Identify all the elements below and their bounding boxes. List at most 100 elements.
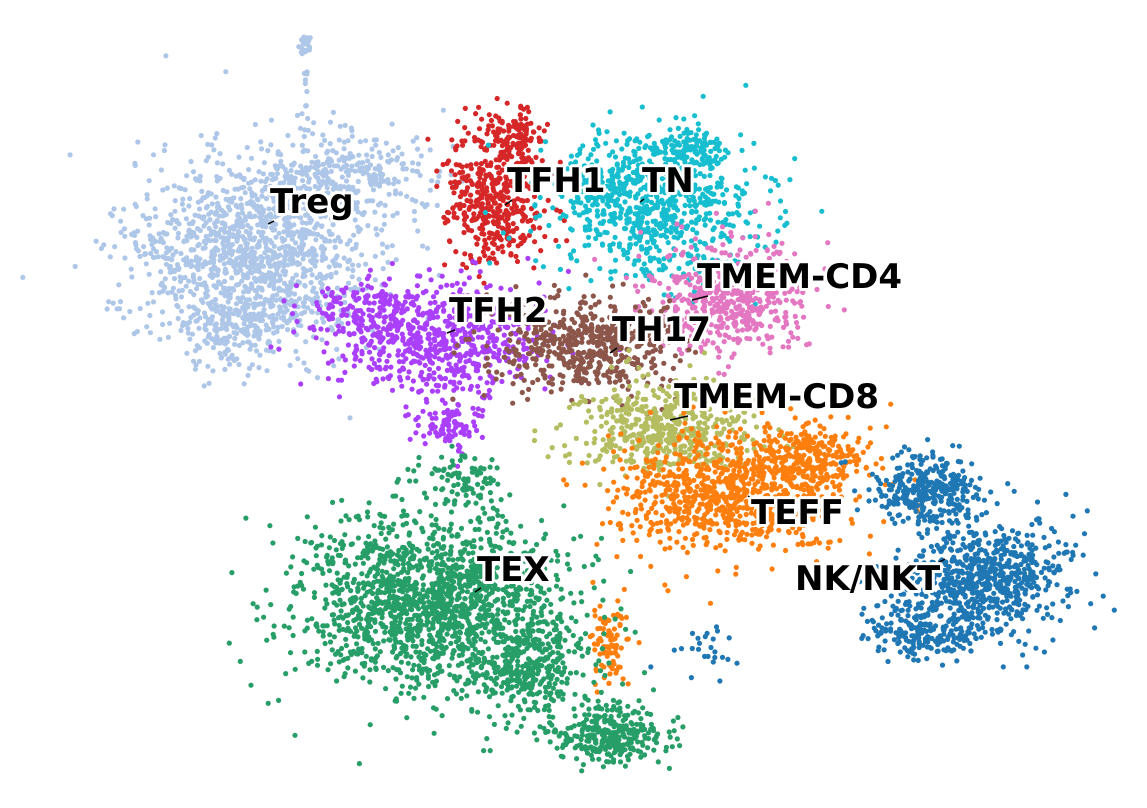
scatter-point (715, 329, 721, 335)
scatter-point (755, 242, 761, 249)
scatter-point (721, 339, 727, 345)
scatter-point (238, 243, 244, 250)
scatter-point (265, 254, 271, 260)
scatter-point (239, 329, 246, 335)
scatter-point (738, 132, 744, 138)
scatter-point (399, 331, 405, 337)
scatter-point (467, 252, 474, 259)
scatter-point (160, 187, 166, 193)
scatter-point (388, 364, 394, 370)
scatter-point (150, 246, 157, 252)
scatter-point (408, 360, 415, 366)
scatter-point (757, 321, 763, 327)
scatter-point (490, 209, 496, 215)
scatter-point (158, 269, 164, 275)
scatter-point (445, 218, 451, 224)
scatter-point (538, 248, 544, 254)
scatter-point (188, 258, 195, 264)
scatter-point (627, 136, 633, 142)
scatter-point (349, 262, 356, 268)
scatter-point (259, 193, 265, 199)
scatter-point (167, 320, 173, 326)
scatter-point (450, 428, 457, 434)
scatter-point (707, 139, 713, 145)
scatter-point (687, 203, 693, 209)
scatter-point (291, 303, 297, 309)
scatter-point (159, 237, 165, 243)
scatter-point (458, 268, 464, 274)
scatter-point (296, 296, 302, 302)
scatter-point (799, 303, 805, 309)
scatter-point (144, 192, 150, 198)
scatter-point (775, 182, 781, 188)
scatter-point (223, 313, 229, 319)
scatter-point (341, 289, 347, 295)
scatter-point (442, 300, 448, 306)
scatter-point (404, 306, 410, 312)
scatter-point (248, 249, 254, 255)
scatter-point (470, 405, 476, 411)
scatter-point (266, 282, 272, 289)
scatter-point (163, 53, 169, 59)
scatter-point (236, 342, 242, 349)
scatter-point (344, 241, 350, 247)
scatter-point (269, 295, 275, 301)
scatter-point (270, 276, 276, 282)
scatter-point (188, 247, 194, 253)
scatter-point (594, 376, 600, 383)
scatter-point (502, 354, 508, 360)
scatter-point (368, 285, 374, 291)
scatter-point (336, 137, 342, 143)
scatter-point (183, 321, 190, 327)
scatter-point (563, 349, 569, 355)
scatter-point (519, 151, 526, 157)
scatter-point (319, 289, 326, 295)
scatter-point (475, 351, 481, 357)
scatter-point (379, 288, 385, 295)
scatter-point (443, 346, 449, 352)
scatter-point (441, 410, 447, 416)
scatter-point (434, 183, 440, 189)
scatter-point (679, 351, 685, 357)
scatter-point (491, 256, 497, 262)
scatter-point (665, 240, 671, 246)
scatter-point (453, 362, 459, 368)
scatter-point (447, 379, 454, 385)
scatter-point (649, 236, 655, 242)
scatter-point (417, 172, 423, 178)
scatter-point (280, 268, 286, 274)
scatter-point (462, 251, 468, 257)
scatter-point (392, 191, 398, 197)
scatter-point (518, 371, 524, 377)
scatter-point (104, 306, 110, 312)
scatter-point (418, 153, 424, 159)
scatter-point (187, 196, 193, 202)
scatter-point (326, 314, 332, 320)
scatter-point (326, 264, 332, 270)
scatter-point (427, 187, 433, 193)
scatter-point (415, 422, 421, 428)
scatter-point (421, 433, 427, 439)
scatter-point (492, 232, 498, 238)
scatter-point (147, 312, 153, 319)
scatter-point (389, 121, 395, 127)
scatter-point (446, 158, 452, 164)
scatter-point (792, 156, 798, 162)
scatter-point (289, 311, 296, 317)
scatter-point (536, 125, 542, 131)
scatter-point (646, 132, 652, 138)
scatter-point (150, 299, 157, 305)
scatter-point (269, 240, 275, 246)
scatter-point (657, 224, 663, 230)
scatter-point (309, 272, 315, 278)
scatter-point (533, 258, 539, 264)
scatter-point (461, 281, 467, 287)
scatter-point (305, 115, 311, 122)
scatter-point (319, 223, 325, 229)
scatter-point (417, 273, 423, 279)
scatter-point (715, 143, 721, 149)
scatter-point (214, 218, 220, 224)
scatter-point (716, 354, 722, 360)
scatter-point (518, 240, 524, 247)
scatter-point (202, 290, 209, 296)
